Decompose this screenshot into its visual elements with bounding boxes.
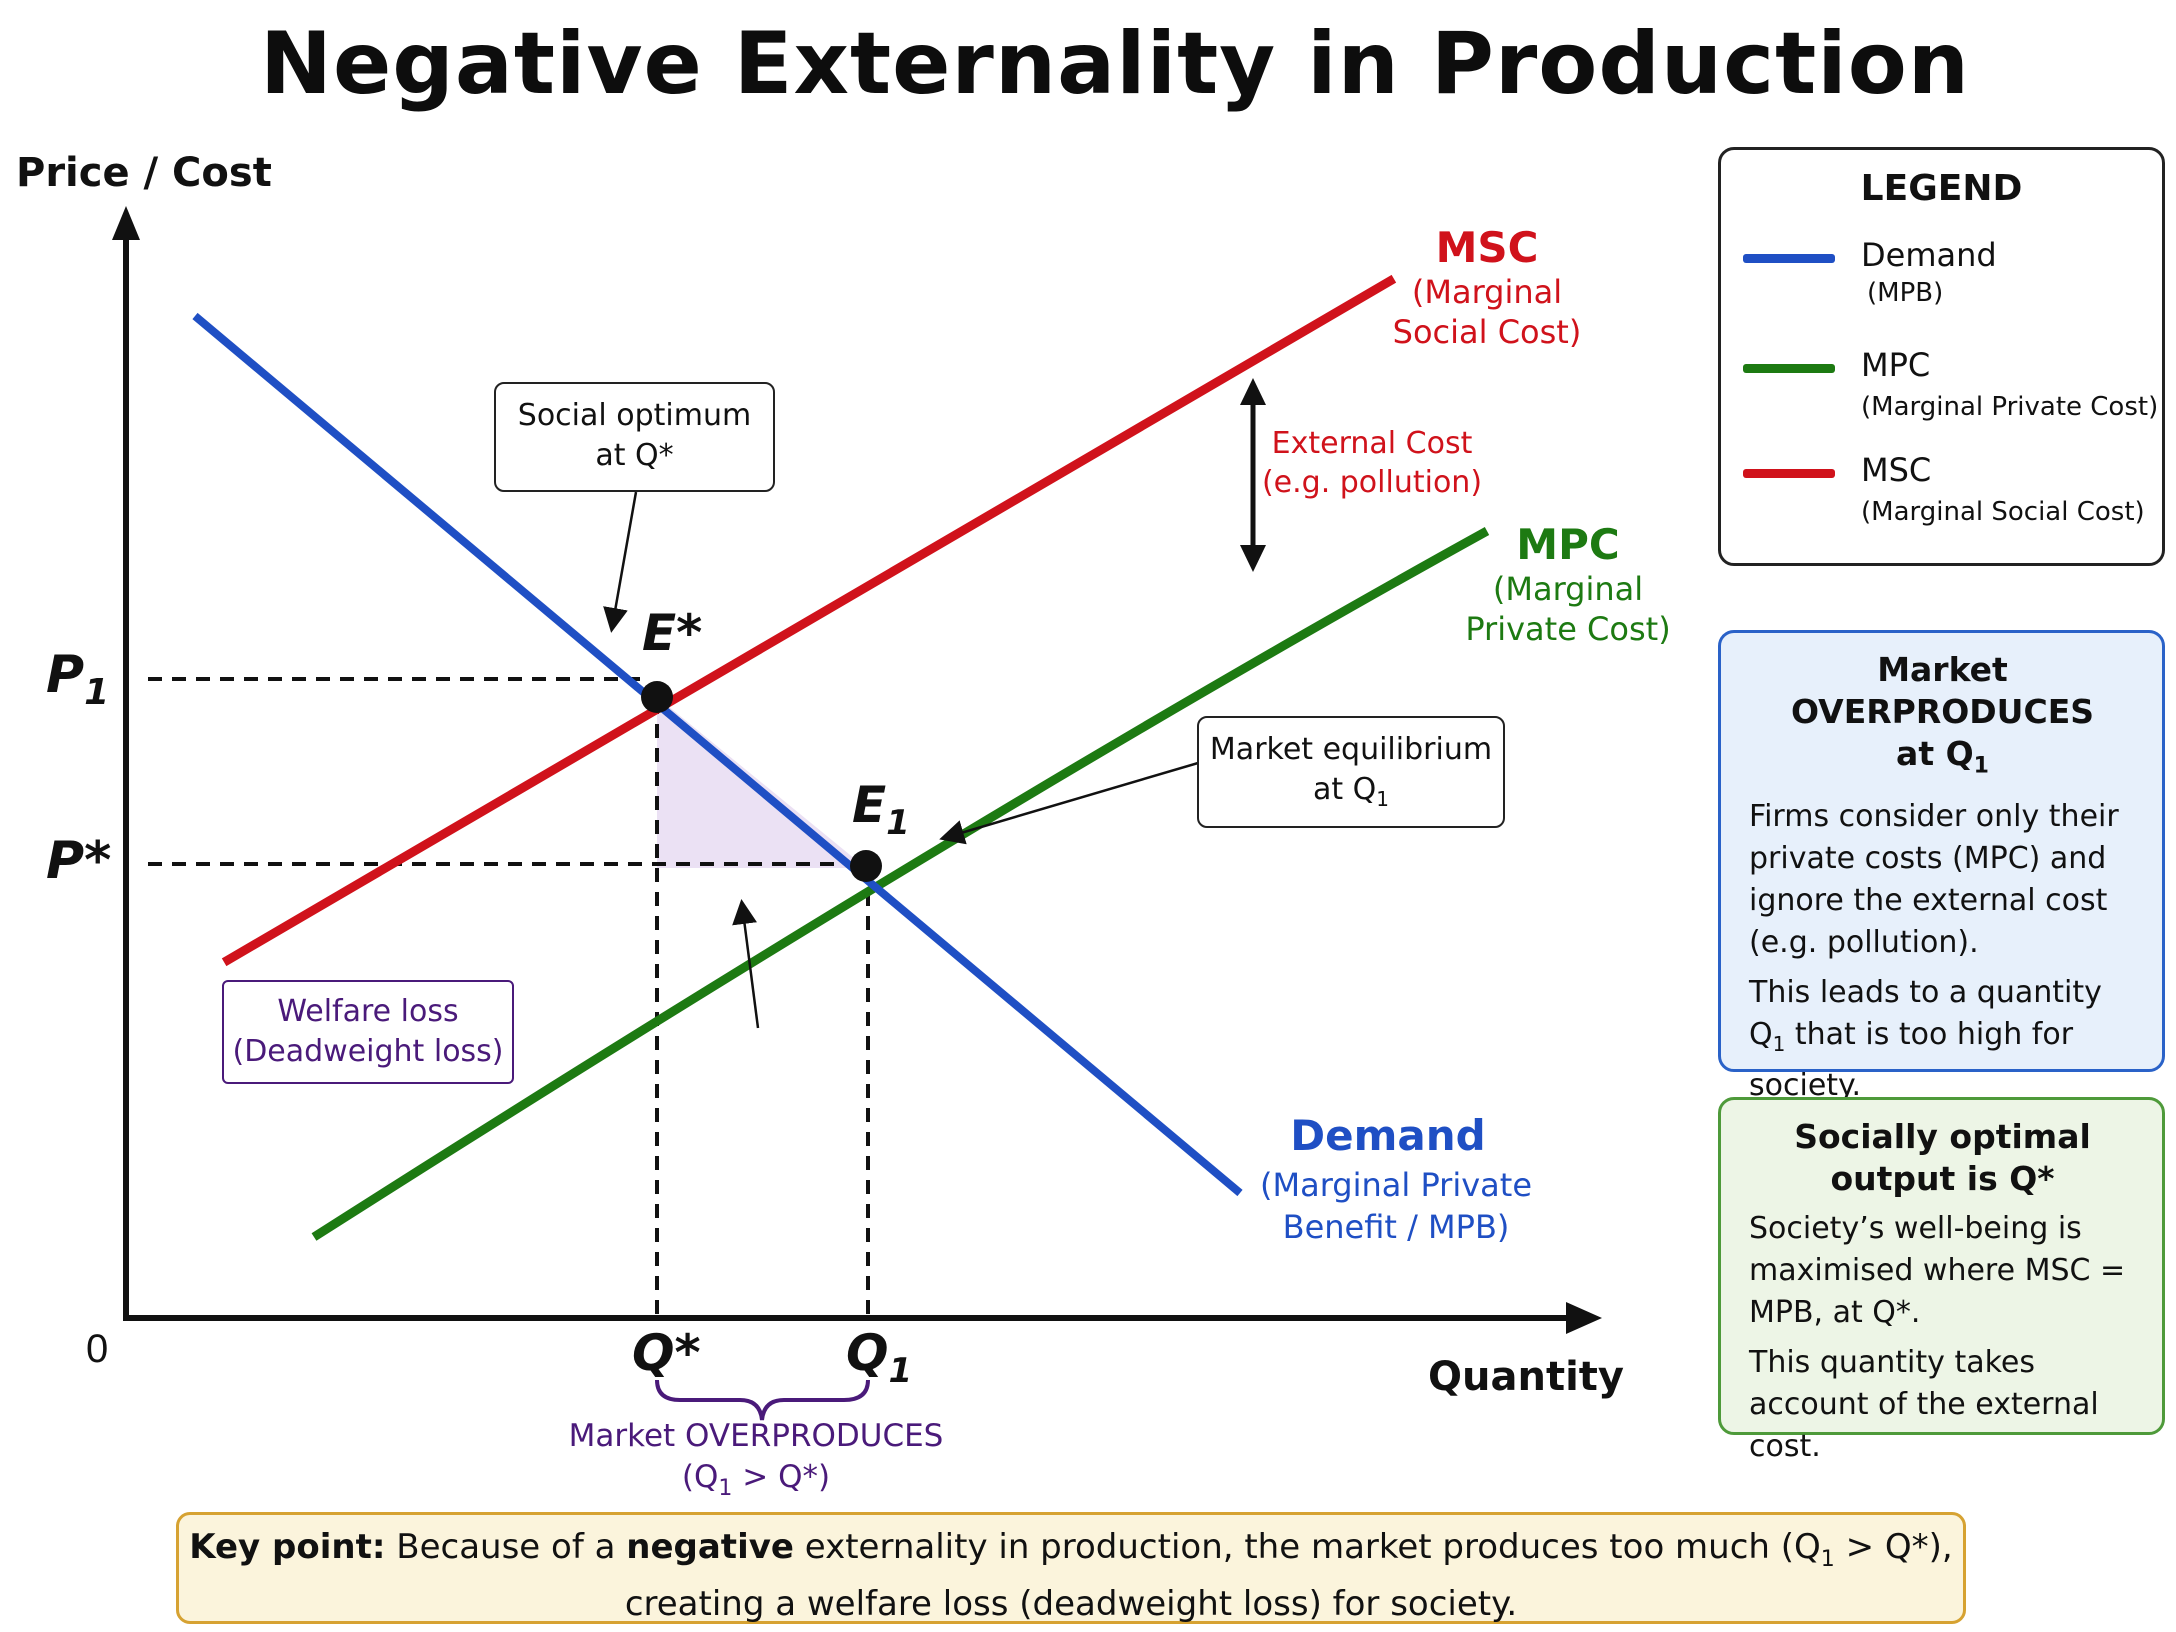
socially-optimal-text-1: Society’s well-being is maximised where … (1749, 1211, 2126, 1330)
market-eq-pointer (939, 761, 1199, 845)
key-point-line-2: creating a welfare loss (deadweight loss… (624, 1583, 1518, 1624)
legend-mpc-sub: (Marginal Private Cost) (1861, 392, 2159, 422)
legend-msc-name: MSC (1861, 451, 1932, 489)
legend-demand-swatch (1743, 254, 1835, 263)
msc-desc-2: Social Cost) (1393, 313, 1582, 351)
mpc-label: MPC (1516, 520, 1619, 569)
socially-optimal-text-2: This quantity takes account of the exter… (1749, 1345, 2099, 1464)
external-cost-arrow-up (1240, 378, 1266, 405)
welfare-loss-callout: Welfare loss (Deadweight loss) (222, 980, 514, 1084)
social-optimum-line-1: Social optimum (517, 398, 752, 433)
pstar-label: P* (46, 831, 111, 891)
legend-msc-sub: (Marginal Social Cost) (1861, 497, 2145, 527)
key-point-banner: Key point: Because of a negative externa… (176, 1512, 1966, 1624)
p1-label: P1 (46, 645, 109, 713)
demand-desc-2: Benefit / MPB) (1283, 1208, 1510, 1246)
mpc-desc-2: Private Cost) (1465, 610, 1670, 648)
social-optimum-line-2: at Q* (595, 438, 674, 473)
overproduces-panel-text-1: Firms consider only their private costs … (1749, 798, 2119, 960)
demand-label: Demand (1290, 1111, 1485, 1160)
msc-label: MSC (1436, 223, 1539, 272)
overproduces-panel: Market OVERPRODUCES at Q1 Firms consider… (1718, 630, 2165, 1103)
welfare-pointer (732, 899, 760, 1029)
external-cost-arrow-down (1240, 545, 1266, 572)
welfare-loss-line-2: (Deadweight loss) (232, 1034, 504, 1069)
demand-curve (192, 312, 1243, 1197)
point-estar (641, 681, 673, 713)
e1-label: E1 (852, 776, 910, 843)
external-cost-label-1: External Cost (1272, 426, 1473, 461)
legend-msc-swatch (1743, 469, 1835, 478)
y-axis-label: Price / Cost (16, 150, 272, 196)
overproduces-label-2: (Q1 > Q*) (682, 1459, 830, 1501)
y-axis-arrow (112, 206, 140, 240)
legend-mpc-name: MPC (1861, 346, 1931, 384)
key-point-label: Key point: (189, 1527, 386, 1567)
key-point-line-1: Key point: Because of a negative externa… (189, 1527, 1953, 1572)
x-axis-arrow (1566, 1302, 1602, 1334)
x-axis-label: Quantity (1428, 1354, 1624, 1400)
legend-demand-sub: (MPB) (1867, 278, 1944, 308)
point-e1 (850, 850, 882, 882)
social-optimum-callout: Social optimum at Q* (494, 382, 775, 492)
overproduces-panel-title: Market OVERPRODUCES at Q1 (1790, 650, 2095, 779)
msc-desc-1: (Marginal (1412, 273, 1562, 311)
welfare-loss-line-1: Welfare loss (277, 994, 459, 1029)
welfare-loss-area (657, 697, 866, 868)
legend-demand-name: Demand (1861, 236, 1997, 274)
market-equilibrium-callout: Market equilibrium at Q1 (1197, 716, 1505, 828)
legend-title: LEGEND (1860, 168, 2023, 209)
market-eq-line-1: Market equilibrium (1209, 732, 1493, 767)
q1-label: Q1 (846, 1324, 912, 1391)
msc-curve (221, 274, 1397, 967)
demand-desc-1: (Marginal Private (1260, 1166, 1532, 1204)
overproduction-brace (655, 1379, 870, 1421)
qstar-label: Q* (632, 1324, 701, 1382)
legend: LEGEND Demand (MPB) MPC (Marginal Privat… (1718, 147, 2165, 566)
origin-label: 0 (86, 1327, 108, 1371)
external-cost-label-2: (e.g. pollution) (1262, 465, 1482, 500)
overproduces-panel-text-2: This leads to a quantity Q1 that is too … (1749, 974, 2102, 1103)
legend-mpc-swatch (1743, 364, 1835, 373)
socially-optimal-panel: Socially optimal output is Q* Society’s … (1718, 1097, 2165, 1464)
page-title: Negative Externality in Production (259, 14, 1971, 114)
market-eq-line-2: at Q1 (1312, 772, 1390, 811)
social-optimum-pointer (603, 491, 638, 633)
estar-label: E* (642, 604, 702, 662)
overproduces-label-1: Market OVERPRODUCES (569, 1418, 944, 1454)
socially-optimal-panel-title: Socially optimal output is Q* (1794, 1117, 2091, 1198)
mpc-desc-1: (Marginal (1493, 570, 1643, 608)
